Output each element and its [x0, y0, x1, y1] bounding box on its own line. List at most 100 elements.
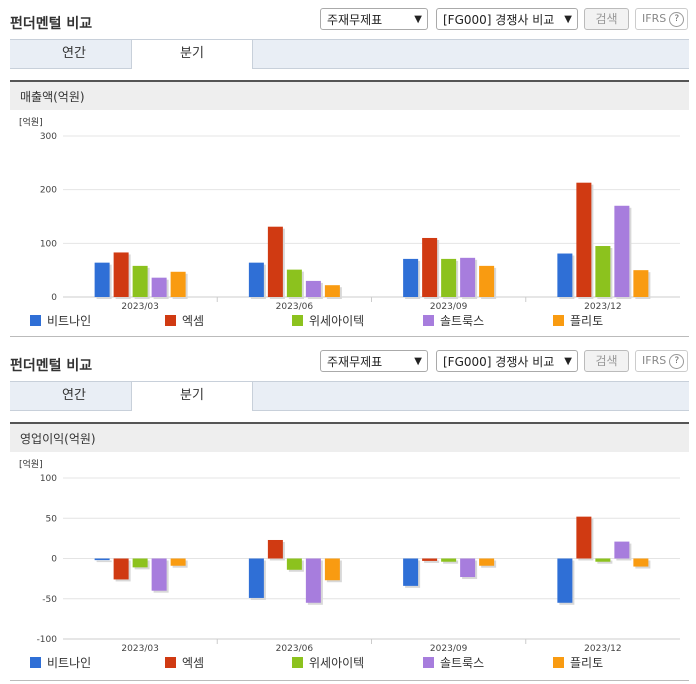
bar	[479, 558, 495, 566]
section-title: 펀더멘털 비교	[10, 358, 93, 374]
bar	[132, 558, 148, 568]
y-tick-label: 100	[40, 239, 57, 249]
y-tick-label: 200	[40, 186, 57, 196]
tab-quarterly[interactable]: 분기	[131, 40, 253, 69]
bar	[305, 558, 321, 603]
bar	[557, 253, 573, 297]
peer-select-value: [FG000] 경쟁사 비교	[443, 355, 555, 369]
legend-label: 위세아이텍	[309, 656, 364, 670]
statement-select-value: 주재무제표	[327, 13, 383, 27]
bar-shadow	[597, 560, 613, 564]
x-tick-label: 2023/06	[276, 644, 314, 654]
search-button[interactable]: 검색	[584, 8, 629, 30]
bar	[403, 258, 419, 297]
panel-operating-income: 펀더멘털 비교 주재무제표 ▼ [FG000] 경쟁사 비교 ▼ 검색 IFRS…	[0, 342, 696, 684]
legend-label: 위세아이텍	[309, 314, 364, 328]
bar	[479, 265, 495, 297]
bar	[132, 265, 148, 297]
bar	[324, 285, 340, 297]
help-icon: ?	[669, 353, 685, 369]
bar	[113, 558, 129, 580]
bar	[113, 252, 129, 297]
peer-select-value: [FG000] 경쟁사 비교	[443, 13, 555, 27]
search-button[interactable]: 검색	[584, 350, 629, 372]
y-tick-label: 100	[40, 474, 57, 484]
legend-label: 플리토	[570, 656, 603, 670]
ifrs-label: IFRS	[642, 354, 667, 367]
legend-swatch	[553, 315, 564, 326]
panel-revenue: 펀더멘털 비교 주재무제표 ▼ [FG000] 경쟁사 비교 ▼ 검색 IFRS…	[10, 8, 689, 337]
y-tick-label: 0	[51, 555, 57, 565]
statement-select[interactable]: 주재무제표 ▼	[320, 350, 428, 372]
metric-header: 매출액(억원)	[10, 80, 689, 110]
legend-label: 비트나인	[47, 314, 91, 328]
chevron-down-icon: ▼	[414, 356, 422, 367]
legend-label: 플리토	[570, 314, 603, 328]
bar	[170, 271, 186, 297]
y-unit-label: [억원]	[19, 116, 43, 128]
legend-label: 엑셈	[182, 314, 204, 328]
legend-swatch	[165, 657, 176, 668]
bar	[286, 558, 302, 570]
bar	[614, 541, 630, 559]
bar	[305, 280, 321, 297]
bar-shadow	[424, 560, 440, 563]
x-tick-label: 2023/03	[121, 644, 158, 654]
bar	[248, 262, 264, 297]
bar	[324, 558, 340, 581]
legend-label: 솔트룩스	[440, 656, 484, 670]
bar	[267, 539, 283, 559]
chevron-down-icon: ▼	[564, 14, 572, 25]
section-title: 펀더멘털 비교	[10, 16, 93, 32]
divider	[10, 336, 689, 337]
chevron-down-icon: ▼	[564, 356, 572, 367]
bar	[286, 269, 302, 297]
bar	[557, 558, 573, 603]
legend-swatch	[423, 315, 434, 326]
divider	[10, 680, 689, 681]
ifrs-button[interactable]: IFRS?	[635, 8, 688, 30]
bar	[94, 262, 110, 297]
period-tabs: 연간 분기	[10, 39, 689, 69]
legend-swatch	[165, 315, 176, 326]
revenue-chart: [억원] 0 100 200 300 2023/03 2023/06 2023/09 2023/…	[19, 116, 680, 328]
peer-select[interactable]: [FG000] 경쟁사 비교 ▼	[436, 8, 578, 30]
tab-annual[interactable]: 연간	[62, 46, 86, 61]
y-tick-label: 0	[51, 293, 57, 303]
bar	[633, 558, 649, 567]
y-tick-label: 300	[40, 132, 57, 142]
peer-select[interactable]: [FG000] 경쟁사 비교 ▼	[436, 350, 578, 372]
bar-shadow	[443, 560, 459, 564]
statement-select[interactable]: 주재무제표 ▼	[320, 8, 428, 30]
tab-annual[interactable]: 연간	[62, 388, 86, 403]
tab-quarterly[interactable]: 분기	[131, 382, 253, 411]
legend-swatch	[292, 657, 303, 668]
bar	[576, 516, 592, 559]
bar	[248, 558, 264, 598]
bar	[576, 182, 592, 297]
legend-swatch	[292, 315, 303, 326]
x-tick-label: 2023/09	[430, 302, 468, 312]
bar	[595, 558, 611, 562]
chevron-down-icon: ▼	[414, 14, 422, 25]
ifrs-button[interactable]: IFRS?	[635, 350, 688, 372]
ifrs-label: IFRS	[642, 12, 667, 25]
bar	[614, 205, 630, 297]
legend-label: 엑셈	[182, 656, 204, 670]
bar	[633, 270, 649, 297]
legend-label: 솔트룩스	[440, 314, 484, 328]
bar	[422, 237, 438, 297]
bar	[151, 277, 167, 297]
bar	[441, 258, 457, 297]
legend-swatch	[30, 315, 41, 326]
bar	[422, 558, 438, 561]
metric-header: 영업이익(억원)	[10, 422, 689, 452]
bar	[441, 558, 457, 562]
help-icon: ?	[669, 11, 685, 27]
bar	[170, 558, 186, 566]
operating-income-chart: [억원] -100 -50 0 50 100 2023/03 2023/06 2023/09 20…	[19, 458, 680, 670]
bar	[403, 558, 419, 586]
legend-label: 비트나인	[47, 656, 91, 670]
y-tick-label: -50	[42, 595, 57, 605]
y-unit-label: [억원]	[19, 458, 43, 470]
